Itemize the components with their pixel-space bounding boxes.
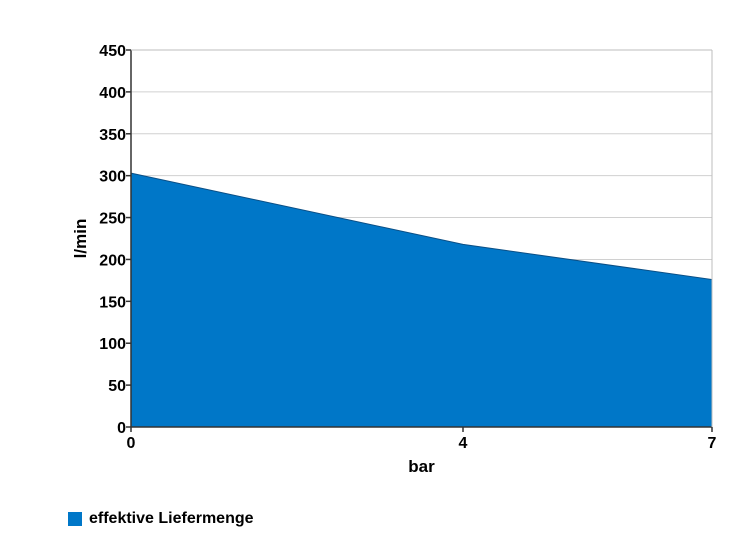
legend-label: effektive Liefermenge	[89, 510, 254, 527]
y-tick-label-0: 0	[117, 420, 126, 437]
axes	[130, 49, 713, 428]
y-tick-label-300: 300	[99, 169, 126, 186]
legend-swatch	[68, 512, 82, 526]
y-tick-label-50: 50	[108, 378, 126, 395]
x-tick-labels: 0 4 7	[127, 427, 717, 452]
y-tick-labels: 0 50 100 150 200 250 300 350 400 450	[99, 43, 131, 437]
area-chart: 0 50 100 150 200 250 300 350 400 450 0 4 7 bar l/mi…	[71, 43, 717, 476]
y-axis-label: l/min	[71, 219, 90, 259]
y-tick-label-250: 250	[99, 211, 126, 228]
legend: effektive Liefermenge	[68, 510, 254, 528]
y-tick-label-100: 100	[99, 336, 126, 353]
x-tick-label-0: 0	[127, 435, 136, 452]
x-tick-label-7: 7	[708, 435, 717, 452]
y-tick-label-450: 450	[99, 43, 126, 60]
x-axis-label: bar	[408, 457, 435, 476]
y-tick-label-400: 400	[99, 85, 126, 102]
y-tick-label-200: 200	[99, 252, 126, 269]
area-series-effektive-liefermenge	[130, 172, 713, 428]
x-tick-label-4: 4	[459, 435, 468, 452]
y-tick-label-150: 150	[99, 294, 126, 311]
y-tick-label-350: 350	[99, 127, 126, 144]
